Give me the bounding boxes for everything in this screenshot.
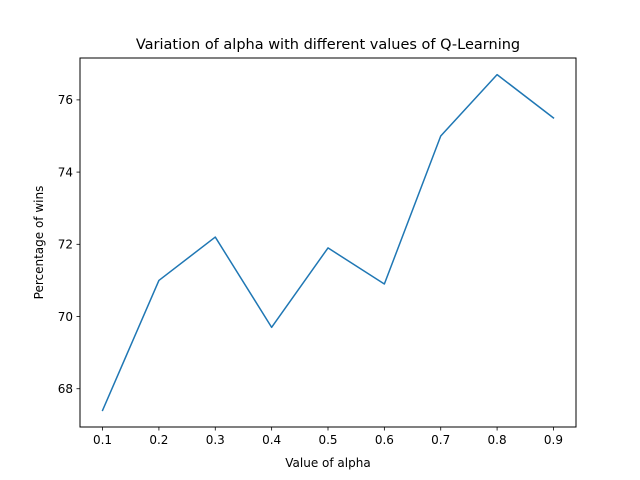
x-tick-label: 0.2 xyxy=(149,433,168,447)
y-tick-label: 72 xyxy=(58,238,73,252)
y-tick-label: 68 xyxy=(58,382,73,396)
x-axis-label: Value of alpha xyxy=(285,456,370,470)
y-tick-label: 74 xyxy=(58,165,73,179)
x-tick-label: 0.5 xyxy=(318,433,337,447)
x-tick-label: 0.7 xyxy=(431,433,450,447)
y-tick-label: 76 xyxy=(58,93,73,107)
plot-area: 0.1 0.2 0.3 0.4 0.5 0.6 0.7 0.8 0.9 68 70 72 74 76 xyxy=(58,73,563,447)
x-tick-label: 0.1 xyxy=(93,433,112,447)
x-tick-label: 0.8 xyxy=(488,433,507,447)
series-line-0 xyxy=(101,73,555,412)
x-tick-label: 0.9 xyxy=(544,433,563,447)
x-tick-label: 0.3 xyxy=(206,433,225,447)
y-tick-label: 70 xyxy=(58,310,73,324)
x-tick-label: 0.4 xyxy=(262,433,281,447)
axes-frame xyxy=(79,57,577,428)
x-tick-label: 0.6 xyxy=(375,433,394,447)
y-axis-label: Percentage of wins xyxy=(32,186,46,300)
chart-title: Variation of alpha with different values… xyxy=(136,37,520,53)
